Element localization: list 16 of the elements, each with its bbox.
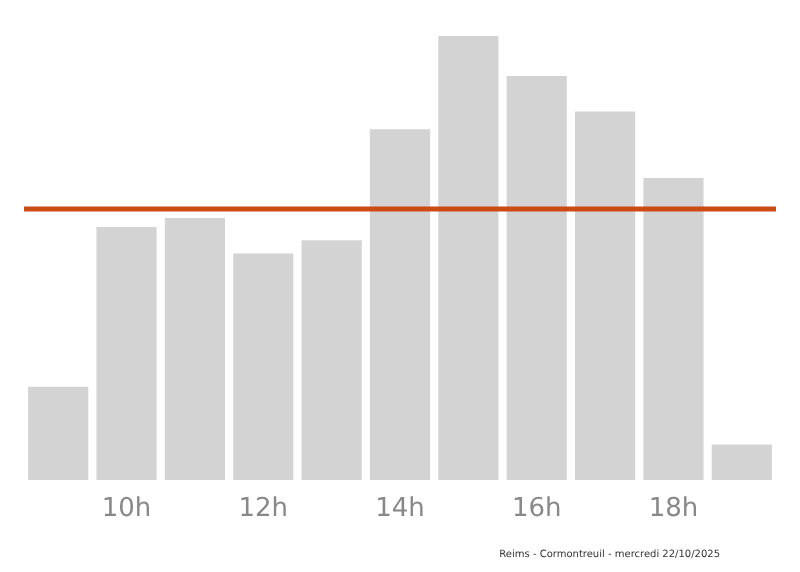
bar xyxy=(164,218,225,480)
x-tick-label: 16h xyxy=(511,494,562,524)
bar xyxy=(301,240,362,480)
x-tick-label: 10h xyxy=(101,494,152,524)
bar xyxy=(28,386,89,480)
x-tick-label: 14h xyxy=(375,494,425,524)
bar xyxy=(575,111,636,480)
x-tick-label: 12h xyxy=(238,494,289,524)
bar xyxy=(506,75,567,480)
bar xyxy=(369,129,431,480)
bar xyxy=(233,253,294,480)
bar xyxy=(711,444,772,480)
bar xyxy=(96,226,157,480)
x-tick-label: 18h xyxy=(648,494,699,524)
bar xyxy=(643,178,704,480)
bar xyxy=(438,36,499,480)
